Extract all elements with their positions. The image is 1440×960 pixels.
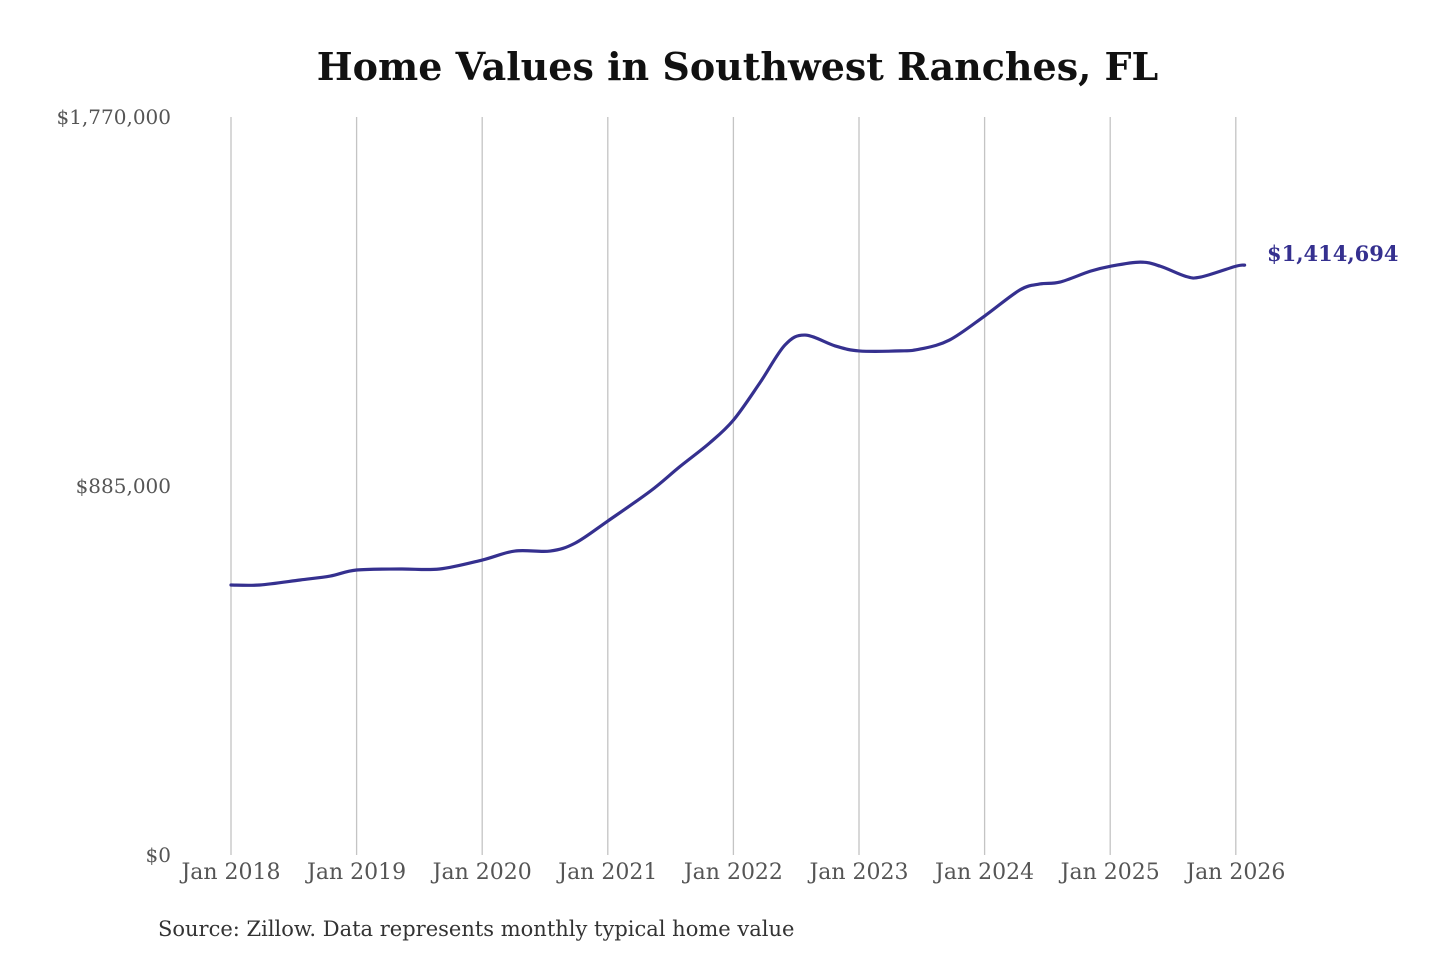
x-tick-label: Jan 2023 xyxy=(807,860,908,885)
x-tick-label: Jan 2020 xyxy=(431,860,532,885)
gridlines xyxy=(230,117,1237,855)
y-tick-label: $1,770,000 xyxy=(56,105,171,129)
x-tick-label: Jan 2024 xyxy=(933,860,1034,885)
end-value-label: $1,414,694 xyxy=(1267,241,1399,266)
y-tick-label: $885,000 xyxy=(76,474,171,498)
x-tick-label: Jan 2025 xyxy=(1059,860,1160,885)
x-axis: Jan 2018 Jan 2019 Jan 2020 Jan 2021 Jan 2022… xyxy=(179,860,1285,885)
y-tick-label: $0 xyxy=(146,843,171,867)
source-note: Source: Zillow. Data represents monthly … xyxy=(158,917,795,941)
x-tick-label: Jan 2018 xyxy=(179,860,280,885)
series-line xyxy=(229,260,1247,587)
x-tick-label: Jan 2026 xyxy=(1184,860,1285,885)
x-tick-label: Jan 2022 xyxy=(682,860,783,885)
chart-title: Home Values in Southwest Ranches, FL xyxy=(316,44,1159,89)
x-tick-label: Jan 2021 xyxy=(556,860,657,885)
x-tick-label: Jan 2019 xyxy=(305,860,406,885)
y-axis: $0 $885,000 $1,770,000 xyxy=(56,105,171,867)
